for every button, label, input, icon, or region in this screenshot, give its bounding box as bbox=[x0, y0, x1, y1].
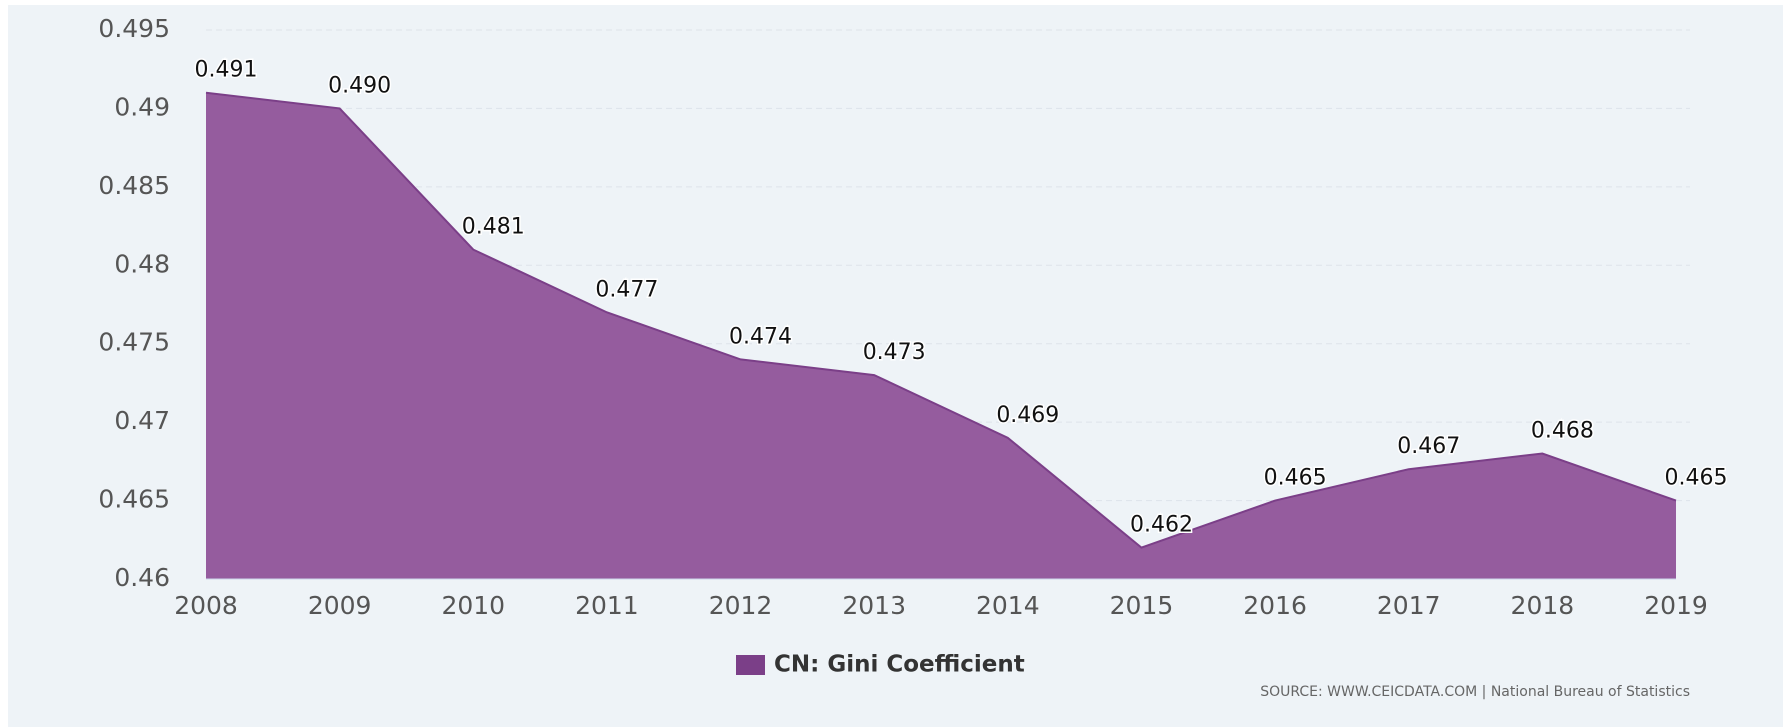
data-label: 0.465 bbox=[1264, 466, 1327, 491]
y-tick-label: 0.49 bbox=[114, 92, 170, 121]
data-label: 0.469 bbox=[996, 403, 1059, 428]
x-tick-label: 2015 bbox=[1110, 591, 1174, 620]
x-tick-label: 2016 bbox=[1243, 591, 1307, 620]
x-tick-label: 2019 bbox=[1644, 591, 1708, 620]
data-label: 0.477 bbox=[595, 277, 658, 302]
y-tick-label: 0.475 bbox=[98, 328, 170, 357]
y-tick-label: 0.495 bbox=[98, 14, 170, 43]
data-label: 0.462 bbox=[1130, 513, 1193, 538]
data-label: 0.490 bbox=[328, 73, 391, 98]
x-tick-label: 2014 bbox=[976, 591, 1040, 620]
area bbox=[206, 92, 1676, 579]
legend: CN: Gini Coefficient bbox=[736, 652, 1025, 678]
legend-swatch bbox=[736, 655, 765, 675]
legend-label: CN: Gini Coefficient bbox=[774, 652, 1025, 678]
data-label: 0.481 bbox=[462, 215, 525, 240]
data-label: 0.491 bbox=[195, 58, 258, 83]
data-label: 0.467 bbox=[1397, 434, 1460, 459]
y-tick-label: 0.485 bbox=[98, 171, 170, 200]
data-label: 0.465 bbox=[1665, 466, 1728, 491]
data-label: 0.473 bbox=[863, 340, 926, 365]
x-tick-label: 2008 bbox=[174, 591, 238, 620]
data-label: 0.474 bbox=[729, 324, 792, 349]
x-tick-label: 2012 bbox=[709, 591, 773, 620]
source: SOURCE: WWW.CEICDATA.COM | National Bure… bbox=[1260, 684, 1690, 700]
y-tick-label: 0.48 bbox=[114, 249, 170, 278]
y-tick-label: 0.47 bbox=[114, 406, 170, 435]
x-tick-label: 2017 bbox=[1377, 591, 1441, 620]
x-tick-label: 2013 bbox=[842, 591, 906, 620]
x-tick-label: 2009 bbox=[308, 591, 372, 620]
y-tick-label: 0.465 bbox=[98, 485, 170, 514]
x-tick-label: 2011 bbox=[575, 591, 639, 620]
line bbox=[205, 91, 1677, 549]
y-tick-label: 0.46 bbox=[114, 563, 170, 592]
x-tick-label: 2010 bbox=[441, 591, 505, 620]
x-tick-label: 2018 bbox=[1511, 591, 1575, 620]
data-label: 0.468 bbox=[1531, 419, 1594, 444]
